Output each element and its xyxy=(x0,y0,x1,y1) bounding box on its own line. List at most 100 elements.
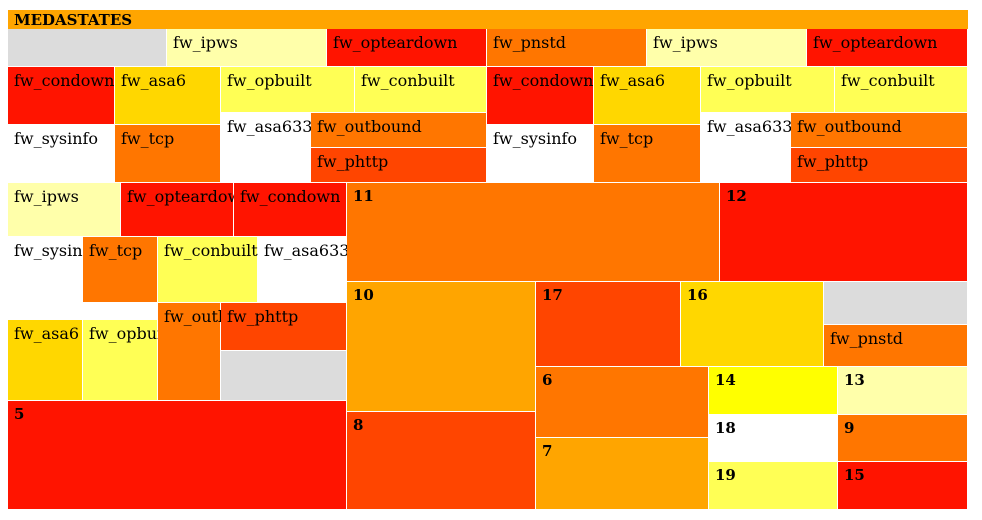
treemap-cell-label: fw_sysinfo xyxy=(14,241,99,260)
treemap-cell-g5-grey xyxy=(221,351,347,401)
treemap-cell-n19: 19 xyxy=(709,462,838,510)
treemap-cell-g3-asa633: fw_asa633 xyxy=(221,113,313,183)
treemap-cell-label: fw_opteardown xyxy=(813,33,938,52)
treemap-cell-g5-sysinfo: fw_sysinfo xyxy=(8,237,98,320)
treemap-cell-label: fw_phttp xyxy=(317,152,389,171)
treemap-cell-g5-asa633: fw_asa633 xyxy=(258,237,350,303)
treemap-cell-label: fw_pnstd xyxy=(493,33,567,52)
treemap-cell-g3-opbuilt: fw_opbuilt xyxy=(221,67,355,113)
treemap-cell-g3-phttp: fw_phttp xyxy=(311,148,487,183)
treemap-cell-n10: 10 xyxy=(347,282,536,412)
treemap-cell-label: fw_asa633 xyxy=(227,117,313,136)
treemap-cell-label: 17 xyxy=(542,286,563,304)
treemap-cell-n16: 16 xyxy=(681,282,824,367)
treemap-cell-label: fw_asa6 xyxy=(600,71,666,90)
treemap-cell-label: 13 xyxy=(844,371,865,389)
treemap-cell-g4-conbuilt: fw_conbuilt xyxy=(835,67,968,113)
treemap-cell-label: fw_conbuilt xyxy=(841,71,935,90)
treemap-cell-g2-pnstd: fw_pnstd xyxy=(487,29,647,67)
treemap-cell-label: fw_sysinfo xyxy=(14,129,99,148)
treemap-cell-g3-tcp: fw_tcp xyxy=(115,125,221,183)
treemap-cell-g4-sysinfo: fw_sysinfo xyxy=(487,125,594,183)
treemap-cell-g5-condown: fw_condown xyxy=(234,183,347,237)
treemap-cell-label: fw_outbound xyxy=(797,117,902,136)
treemap-cell-n12: 12 xyxy=(720,183,968,282)
treemap-cell-label: fw_phttp xyxy=(227,307,299,326)
treemap-cell-g3-asa6: fw_asa6 xyxy=(115,67,221,125)
treemap-cell-n9: 9 xyxy=(838,415,968,462)
treemap-cell-n6: 6 xyxy=(536,367,709,438)
treemap-cell-g5-opbuilt: fw_opbuilt xyxy=(83,320,174,401)
treemap-cell-label: fw_tcp xyxy=(600,129,654,148)
treemap-cell-g5-conbuilt: fw_conbuilt xyxy=(158,237,258,303)
treemap-cell-g1-ipws: fw_ipws xyxy=(167,29,327,67)
treemap-cell-label: fw_sysinfo xyxy=(493,129,578,148)
treemap-cell-g5-tcp: fw_tcp xyxy=(83,237,158,303)
treemap-cell-label: fw_phttp xyxy=(797,152,869,171)
treemap-cell-g2-opteardown: fw_opteardown xyxy=(807,29,968,67)
treemap-cell-label: 9 xyxy=(844,419,855,437)
treemap-cell-g3-conbuilt: fw_conbuilt xyxy=(355,67,487,113)
treemap-cell-label: fw_condown xyxy=(493,71,594,90)
treemap-cell-label: 15 xyxy=(844,466,865,484)
treemap-cell-n18: 18 xyxy=(709,415,838,462)
treemap-cell-g4-outbound: fw_outbound xyxy=(791,113,968,148)
treemap-cell-label: fw_asa6 xyxy=(121,71,187,90)
treemap-cell-label: fw_tcp xyxy=(89,241,143,260)
treemap-cell-label: 11 xyxy=(353,187,374,205)
treemap-cell-g4-tcp: fw_tcp xyxy=(594,125,701,183)
treemap-cell-g5-phttp: fw_phttp xyxy=(221,303,347,351)
treemap-cell-label: 16 xyxy=(687,286,708,304)
treemap-cell-g3-sysinfo: fw_sysinfo xyxy=(8,125,115,183)
treemap-cell-g5-asa6: fw_asa6 xyxy=(8,320,83,401)
treemap-cell-g4-asa633: fw_asa633 xyxy=(701,113,793,183)
treemap-cell-label: fw_opbuilt xyxy=(227,71,312,90)
treemap-cell-g5-outbound: fw_outbound xyxy=(158,303,269,401)
treemap-cell-label: fw_opbuilt xyxy=(707,71,792,90)
treemap-cell-label: 12 xyxy=(726,187,747,205)
treemap-cell-label: fw_tcp xyxy=(121,129,175,148)
treemap-cell-label: 18 xyxy=(715,419,736,437)
chart-title: MEDASTATES xyxy=(8,10,968,29)
treemap-cell-label: fw_asa633 xyxy=(264,241,350,260)
treemap-cell-n14: 14 xyxy=(709,367,838,415)
treemap-cell-label: fw_conbuilt xyxy=(361,71,455,90)
treemap-cell-n15: 15 xyxy=(838,462,968,510)
treemap-cell-g5-opteardown: fw_opteardown xyxy=(121,183,251,237)
treemap-cell-g5-ipws: fw_ipws xyxy=(8,183,121,237)
treemap-cell-n5: 5 xyxy=(8,401,347,510)
treemap-cell-label: 5 xyxy=(14,405,25,423)
treemap-cell-label: 10 xyxy=(353,286,374,304)
treemap-cell-g6-grey xyxy=(824,282,968,325)
treemap-cell-n8: 8 xyxy=(347,412,536,510)
treemap-chart: MEDASTATES fw_ipws fw_opteardown fw_pnstd f… xyxy=(8,10,968,510)
treemap-cell-g4-asa6: fw_asa6 xyxy=(594,67,701,125)
treemap-cell-label: fw_opbuilt xyxy=(89,324,174,343)
treemap-cell-label: fw_condown xyxy=(240,187,341,206)
treemap-cell-g6-pnstd: fw_pnstd xyxy=(824,325,968,367)
treemap-cell-n11: 11 xyxy=(347,183,720,282)
treemap-cell-g3-outbound: fw_outbound xyxy=(311,113,487,148)
treemap-cell-label: fw_pnstd xyxy=(830,329,904,348)
treemap-cell-label: fw_opteardown xyxy=(333,33,458,52)
treemap-cell-g1-grey xyxy=(8,29,167,67)
treemap-cell-label: 6 xyxy=(542,371,553,389)
treemap-cell-label: fw_outbound xyxy=(317,117,422,136)
treemap-cell-g4-condown: fw_condown xyxy=(487,67,594,125)
treemap-cell-label: fw_asa633 xyxy=(707,117,793,136)
treemap-cell-label: fw_ipws xyxy=(173,33,238,52)
treemap-cell-label: fw_ipws xyxy=(14,187,79,206)
treemap-cell-label: fw_conbuilt xyxy=(164,241,258,260)
treemap-cell-label: 8 xyxy=(353,416,364,434)
treemap-cell-g1-opteardown: fw_opteardown xyxy=(327,29,487,67)
treemap-cell-label: fw_opteardown xyxy=(127,187,252,206)
treemap-cell-n7: 7 xyxy=(536,438,709,510)
treemap-cell-g2-ipws: fw_ipws xyxy=(647,29,807,67)
treemap-cell-label: 19 xyxy=(715,466,736,484)
treemap-cell-label: fw_ipws xyxy=(653,33,718,52)
treemap-cell-label: 14 xyxy=(715,371,736,389)
treemap-cell-label: fw_asa6 xyxy=(14,324,80,343)
treemap-cell-g4-phttp: fw_phttp xyxy=(791,148,968,183)
treemap-cell-g4-opbuilt: fw_opbuilt xyxy=(701,67,835,113)
treemap-cell-label: fw_condown xyxy=(14,71,115,90)
